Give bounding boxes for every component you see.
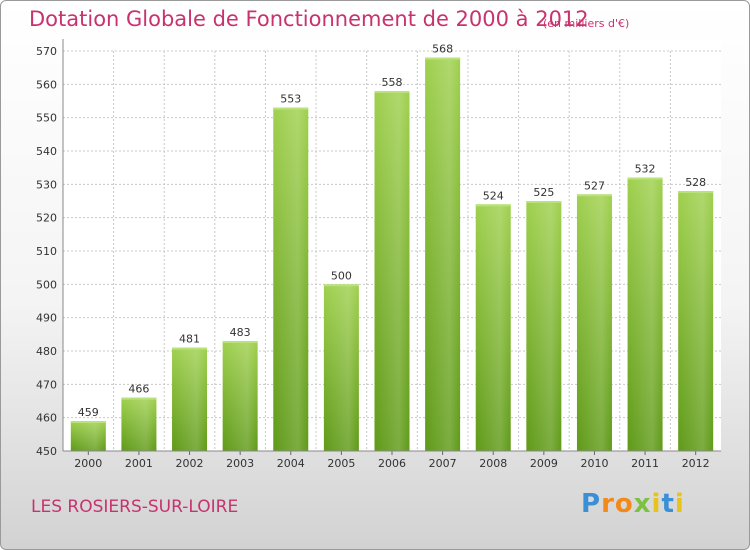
bar-value-label: 568 [432,43,453,56]
bar-value-label: 528 [685,176,706,189]
bar-top-edge [222,341,258,343]
chart-title: Dotation Globale de Fonctionnement de 20… [29,7,589,31]
proxiti-logo[interactable]: Proxiti [581,489,685,519]
bar-highlight [526,201,562,451]
bar-value-label: 500 [331,269,352,282]
bar-top-edge [374,91,410,93]
data-labels: 459 466 481 483 553 500 558 568 524 525 527 532 528 [78,43,706,419]
bar-value-label: 532 [635,163,656,176]
bar-value-label: 459 [78,406,99,419]
bar-top-edge [627,177,663,180]
bar-value-label: 553 [280,93,301,106]
bar-highlight [374,91,410,451]
y-tick-label: 530 [36,178,57,191]
x-tick-label: 2010 [580,457,608,470]
x-tick-label: 2001 [125,457,153,470]
x-tick-label: 2011 [631,457,659,470]
y-tick-label: 480 [36,345,57,358]
x-tick-label: 2004 [277,457,305,470]
logo-letter: i [651,489,662,519]
x-tick-label: 2007 [429,457,457,470]
bar-top-edge [425,57,461,60]
y-tick-label: 540 [36,145,57,158]
bar-top-edge [323,284,359,287]
bar-value-label: 524 [483,189,504,202]
bar-top-edge [576,194,612,197]
x-tick-label: 2008 [479,457,507,470]
y-tick-label: 450 [36,445,57,458]
bar-value-label: 483 [230,326,251,339]
y-tick-label: 470 [36,378,57,391]
bar-highlight [273,107,309,452]
logo-letter: x [633,489,652,519]
bar-highlight [576,194,612,452]
x-tick-label: 2000 [74,457,102,470]
logo-letter: r [601,489,615,519]
x-tick-label: 2009 [530,457,558,470]
bar-highlight [627,177,663,451]
bar-highlight [678,191,714,451]
bar-top-edge [172,347,208,350]
logo-letter: i [674,489,685,519]
bar-highlight [172,347,208,451]
bar-value-label: 525 [533,186,554,199]
bar-top-edge [475,204,511,207]
logo-letter: t [661,489,675,519]
logo-letter: o [614,489,634,519]
bar-highlight [323,284,359,451]
bar-value-label: 466 [128,383,149,396]
y-tick-label: 490 [36,312,57,325]
y-tick-label: 510 [36,245,57,258]
bar-top-edge [678,191,714,193]
bar-highlight [475,204,511,451]
commune-name: LES ROSIERS-SUR-LOIRE [31,497,239,517]
y-tick-label: 460 [36,412,57,425]
logo-letter: P [581,489,602,519]
bar-highlight [70,421,106,451]
y-tick-label: 560 [36,78,57,91]
x-tick-label: 2012 [682,457,710,470]
axes: 450 460 470 480 490 500 510 520 530 540 550 560 570 2… [36,39,721,470]
bars [70,57,714,452]
x-tick-label: 2003 [226,457,254,470]
y-tick-label: 570 [36,45,57,58]
x-tick-label: 2002 [176,457,204,470]
bar-highlight [425,57,461,452]
x-tick-label: 2006 [378,457,406,470]
bar-value-label: 481 [179,333,200,346]
x-tick-label: 2005 [327,457,355,470]
bar-top-edge [273,107,309,110]
y-tick-label: 520 [36,212,57,225]
bar-value-label: 558 [382,76,403,89]
chart-subtitle: (en milliers d'€) [543,17,630,30]
bar-value-label: 527 [584,179,605,192]
y-tick-label: 550 [36,112,57,125]
bar-top-edge [121,397,157,400]
bar-highlight [222,341,258,451]
y-tick-label: 500 [36,278,57,291]
bar-top-edge [70,421,106,423]
bar-highlight [121,397,157,451]
bar-top-edge [526,201,562,203]
